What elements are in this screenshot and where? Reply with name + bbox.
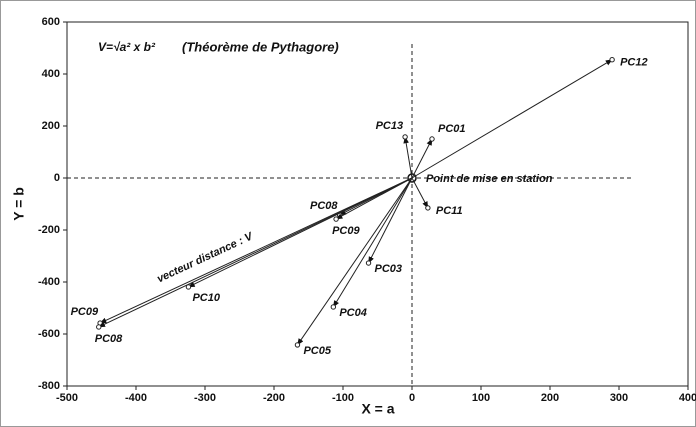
vector bbox=[411, 59, 613, 179]
y-tick-label: -600 bbox=[38, 328, 60, 340]
vector bbox=[411, 177, 429, 209]
point-label: PC01 bbox=[438, 123, 466, 135]
subtitle: (Théorème de Pythagore) bbox=[182, 39, 339, 54]
point bbox=[294, 342, 301, 348]
point-label: PC08 bbox=[95, 333, 123, 345]
y-tick-label: -400 bbox=[38, 276, 60, 288]
vector bbox=[297, 177, 413, 346]
y-tick-label: 600 bbox=[42, 16, 60, 28]
point-label: PC08 bbox=[310, 200, 338, 212]
vector bbox=[98, 177, 413, 328]
vector bbox=[332, 177, 413, 308]
point bbox=[333, 216, 339, 222]
point bbox=[609, 57, 615, 63]
y-tick-label: 200 bbox=[42, 120, 60, 132]
plot-area bbox=[66, 21, 689, 387]
point bbox=[330, 304, 337, 310]
station-label: Point de mise en station bbox=[426, 173, 553, 185]
y-tick-label: 400 bbox=[42, 68, 60, 80]
vector bbox=[368, 177, 413, 264]
x-tick-label: 200 bbox=[541, 392, 559, 404]
y-axis-label: Y = b bbox=[11, 187, 27, 221]
point-label: PC10 bbox=[192, 292, 220, 304]
x-tick-label: -200 bbox=[263, 392, 285, 404]
x-tick-label: -100 bbox=[332, 392, 354, 404]
point-label: PC12 bbox=[620, 57, 648, 69]
x-tick-label: 100 bbox=[472, 392, 490, 404]
formula: V=√a² x b² bbox=[98, 40, 156, 54]
point-label: PC04 bbox=[339, 307, 367, 319]
point-label: PC09 bbox=[332, 225, 360, 237]
vector bbox=[403, 136, 413, 179]
x-tick-label: 400 bbox=[679, 392, 696, 404]
vector bbox=[335, 177, 413, 220]
x-tick-label: -500 bbox=[56, 392, 78, 404]
point-label: PC13 bbox=[376, 120, 404, 132]
point-label: PC11 bbox=[436, 205, 463, 217]
y-tick-label: -200 bbox=[38, 224, 60, 236]
point bbox=[365, 260, 372, 266]
y-tick-label: 0 bbox=[54, 172, 60, 184]
x-tick-label: 0 bbox=[409, 392, 415, 404]
vector bbox=[411, 138, 433, 179]
x-tick-label: -300 bbox=[194, 392, 216, 404]
point bbox=[96, 324, 102, 330]
point-label: PC03 bbox=[375, 263, 403, 275]
x-axis-label: X = a bbox=[361, 401, 394, 417]
point bbox=[429, 136, 435, 142]
point-label: PC09 bbox=[71, 306, 99, 318]
point bbox=[402, 134, 408, 140]
y-tick-label: -800 bbox=[38, 380, 60, 392]
point bbox=[425, 205, 431, 211]
x-tick-label: 300 bbox=[610, 392, 628, 404]
point-label: PC05 bbox=[303, 345, 331, 357]
x-tick-label: -400 bbox=[125, 392, 147, 404]
